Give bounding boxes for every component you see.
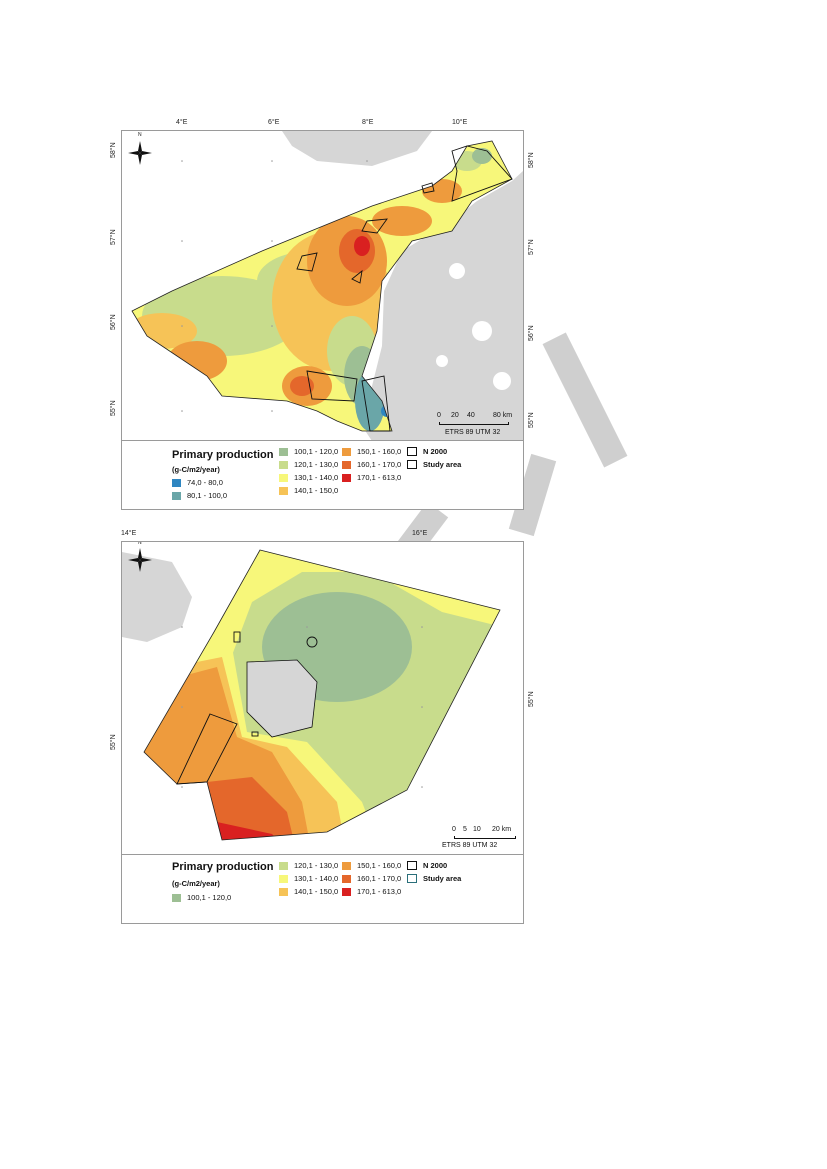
graticule-1 [181, 160, 368, 412]
n2000-sites-1 [296, 145, 513, 432]
legend-study-area-1: Study area [407, 460, 461, 469]
legend2-item-150: 150,1 - 160,0 [342, 861, 401, 870]
legend-item-120: 120,1 - 130,0 [279, 460, 338, 469]
legend2-item-160: 160,1 - 170,0 [342, 874, 401, 883]
map1-right-tick-55N: 55°N [528, 412, 535, 428]
map1-right-tick-56N: 56°N [528, 325, 535, 341]
legend-item-150: 150,1 - 160,0 [342, 447, 401, 456]
scale-bar-1: 0 20 40 80 km ETRS 89 UTM 32 [437, 412, 517, 436]
map-panel-north-sea: N 0 20 40 80 km ETRS 89 UTM 32 Primary p… [121, 130, 524, 510]
study-area-outline-2 [143, 549, 501, 841]
map1-left-tick-55N: 55°N [110, 400, 117, 416]
map1-left-tick-57N: 57°N [110, 229, 117, 245]
legend-item-130: 130,1 - 140,0 [279, 473, 338, 482]
n2000-sites-2 [176, 631, 318, 785]
legend2-item-120: 120,1 - 130,0 [279, 861, 338, 870]
legend-unit-2: (g-C/m2/year) [172, 879, 220, 888]
map2-left-tick-55N: 55°N [110, 734, 117, 750]
map-frame-baltic[interactable]: N 0 5 10 20 km ETRS 89 UTM 32 [122, 542, 523, 854]
map-panel-baltic: N 0 5 10 20 km ETRS 89 UTM 32 Primary pr… [121, 541, 524, 924]
north-label-2: N [138, 542, 142, 546]
map-frame-north-sea[interactable]: N 0 20 40 80 km ETRS 89 UTM 32 [122, 131, 523, 441]
map2-right-tick-55N: 55°N [528, 691, 535, 707]
legend-n2000-1: N 2000 [407, 447, 447, 456]
map1-right-tick-57N: 57°N [528, 239, 535, 255]
north-label-1: N [138, 132, 142, 138]
map1-right-tick-58N: 58°N [528, 152, 535, 168]
map2-top-tick-16E: 16°E [412, 530, 428, 537]
legend-item-80: 80,1 - 100,0 [172, 491, 227, 500]
map1-top-tick-6E: 6°E [268, 119, 280, 126]
island-bornholm [246, 659, 318, 738]
legend-item-160: 160,1 - 170,0 [342, 460, 401, 469]
legend-n2000-2: N 2000 [407, 861, 447, 870]
legend-item-140: 140,1 - 150,0 [279, 486, 338, 495]
legend-title-2: Primary production [172, 861, 274, 873]
map1-top-tick-8E: 8°E [362, 119, 374, 126]
study-area-outline-1 [131, 140, 513, 432]
graticule-2 [181, 626, 423, 788]
scale-bar-2: 0 5 10 20 km ETRS 89 UTM 32 [442, 826, 522, 849]
map1-left-tick-58N: 58°N [110, 142, 117, 158]
map-baltic-svg [122, 548, 501, 841]
legend2-item-170: 170,1 - 613,0 [342, 887, 401, 896]
legend-study-area-2: Study area [407, 874, 461, 883]
north-arrow-icon-2 [128, 548, 152, 572]
legend2-item-130: 130,1 - 140,0 [279, 874, 338, 883]
north-arrow-icon-1 [128, 141, 152, 165]
legend2-item-140: 140,1 - 150,0 [279, 887, 338, 896]
map1-left-tick-56N: 56°N [110, 314, 117, 330]
land-areas [282, 131, 523, 441]
legend-item-170: 170,1 - 613,0 [342, 473, 401, 482]
legend-unit-1: (g-C/m2/year) [172, 465, 220, 474]
legend-title-1: Primary production [172, 449, 274, 461]
map-north-sea-svg [128, 131, 523, 441]
legend2-item-100: 100,1 - 120,0 [172, 893, 231, 902]
projection-label-2: ETRS 89 UTM 32 [442, 842, 498, 849]
legend-1: Primary production (g-C/m2/year) 74,0 - … [122, 440, 523, 509]
map1-top-tick-10E: 10°E [452, 119, 468, 126]
legend-item-74: 74,0 - 80,0 [172, 478, 223, 487]
legend-item-100: 100,1 - 120,0 [279, 447, 338, 456]
legend-2: Primary production (g-C/m2/year) 100,1 -… [122, 854, 523, 923]
map1-top-tick-4E: 4°E [176, 119, 188, 126]
projection-label-1: ETRS 89 UTM 32 [445, 429, 501, 436]
map2-top-tick-14E: 14°E [121, 530, 137, 537]
